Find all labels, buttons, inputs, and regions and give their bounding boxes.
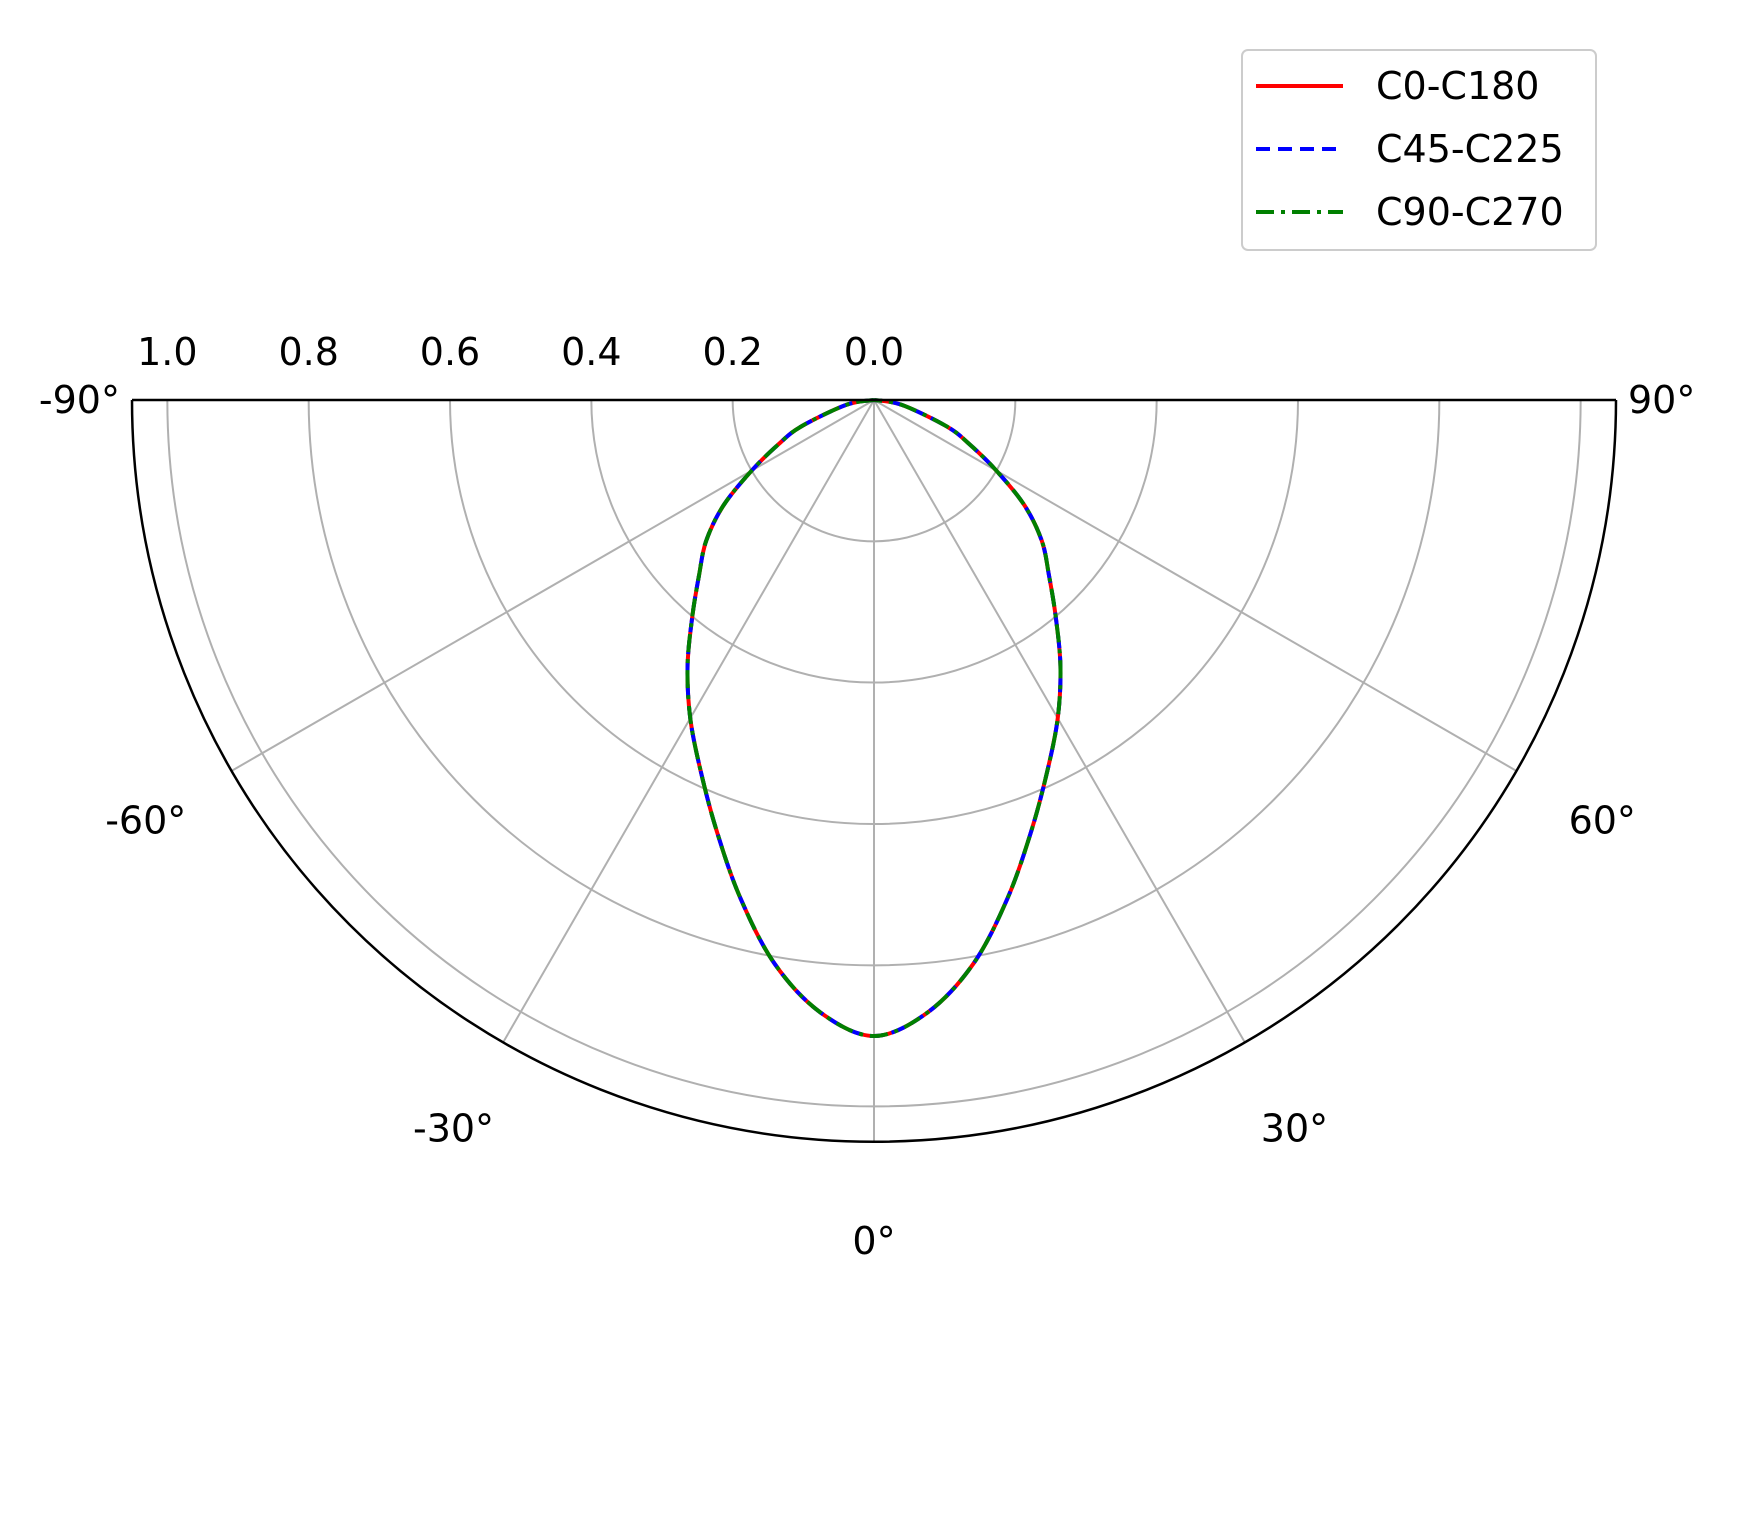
legend-label: C45-C225	[1376, 127, 1564, 171]
legend-label: C90-C270	[1376, 190, 1564, 234]
angular-tick-label: -60°	[105, 798, 186, 842]
polar-frame	[130, 398, 1618, 1144]
legend: C0-C180 C45-C225 C90-C270	[1241, 49, 1597, 251]
angular-tick-label: -30°	[413, 1106, 494, 1150]
angular-tick-label: 30°	[1261, 1106, 1328, 1150]
angular-tick-label: 90°	[1628, 378, 1695, 422]
legend-frame	[1241, 49, 1597, 251]
radial-tick-label: 0.8	[278, 330, 338, 374]
radial-tick-label: 0.6	[420, 330, 480, 374]
series-lines	[685, 398, 1063, 1038]
angular-gridline	[502, 399, 875, 1044]
polar-grid	[166, 399, 1582, 1142]
radial-tick-label: 0.4	[561, 330, 621, 374]
outer-arc	[130, 399, 1618, 1144]
radial-tick-label: 0.2	[702, 330, 762, 374]
radial-tick-label: 0.0	[844, 330, 904, 374]
angular-tick-label: 0°	[852, 1219, 895, 1263]
angular-tick-label: -90°	[39, 378, 120, 422]
angular-gridline	[230, 399, 875, 772]
angular-tick-labels: -90° -60° -30° 0° 30° 60° 90°	[39, 378, 1695, 1263]
radial-tick-label: 1.0	[137, 330, 197, 374]
series-line-c90-c270	[685, 398, 1063, 1038]
angular-gridline	[873, 399, 1518, 772]
angular-gridline	[873, 399, 1246, 1044]
legend-label: C0-C180	[1376, 64, 1540, 108]
angular-tick-label: 60°	[1569, 798, 1636, 842]
radial-tick-labels: 1.0 0.8 0.6 0.4 0.2 0.0	[137, 330, 904, 374]
